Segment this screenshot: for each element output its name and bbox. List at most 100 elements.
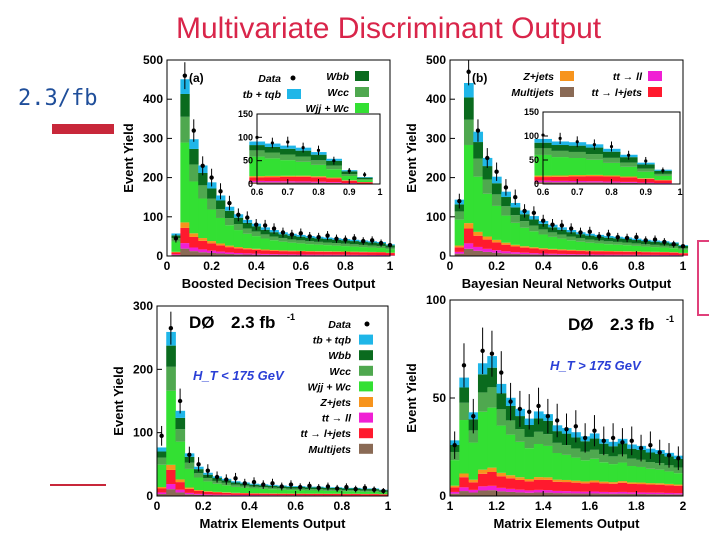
- panel-b-inset-ytick-label: 0: [534, 179, 539, 189]
- panel-c-bar-segment: [277, 493, 287, 496]
- panel-c-bar-segment: [184, 462, 195, 469]
- panel-d-bar-segment: [496, 409, 507, 426]
- panel-b-xtick-label: 1: [680, 259, 687, 273]
- panel-b-bar-segment: [566, 236, 577, 241]
- panel-d-bar-segment: [580, 493, 591, 496]
- panel-d-bar-segment: [450, 487, 460, 492]
- panel-b-bar-segment: [519, 246, 530, 248]
- panel-d-bar-segment: [645, 484, 656, 493]
- panel-d-bar-segment: [524, 479, 535, 482]
- panel-d-bar-segment: [552, 481, 563, 491]
- panel-b-inset-bar-segment: [620, 157, 638, 163]
- panel-b-inset-bar-segment: [637, 178, 655, 179]
- panel-a-inset-bar-segment: [295, 161, 312, 176]
- panel-a-inset-bar-segment: [356, 177, 373, 180]
- panel-d-bar-segment: [487, 407, 497, 468]
- panel-d-data-point: [676, 456, 681, 461]
- panel-c-data-point: [298, 484, 303, 490]
- panel-b-inset-bar-segment: [585, 154, 604, 160]
- panel-b-inset-bar-segment: [620, 166, 638, 177]
- panel-c-bar-segment: [166, 489, 176, 496]
- panel-b-bar-segment: [659, 247, 670, 252]
- panel-b-bar-segment: [510, 202, 521, 208]
- panel-d-bar-segment: [477, 490, 488, 496]
- panel-c-xtick-label: 0: [154, 499, 161, 513]
- panel-b-data-point: [615, 234, 620, 240]
- panel-c-bar-segment: [277, 489, 287, 494]
- panel-a-bar-segment: [296, 243, 306, 251]
- panel-d-bar-segment: [533, 477, 544, 480]
- panel-a-bar-segment: [278, 254, 288, 256]
- panel-c-bar-segment: [203, 491, 213, 495]
- panel-b-bar-segment: [557, 250, 567, 254]
- panel-d-bar-segment: [552, 479, 563, 482]
- panel-c-bar-segment: [175, 441, 186, 480]
- panel-c-data-point: [371, 487, 377, 492]
- panel-c-legend-swatch: [359, 365, 373, 376]
- panel-a-bar-segment: [260, 250, 270, 254]
- panel-a-bar-segment: [207, 243, 217, 251]
- panel-a-inset-bar-segment: [295, 150, 312, 157]
- panel-c-xtick-label: 0.2: [195, 499, 212, 513]
- panel-b-data-point: [550, 222, 555, 227]
- panel-b-bar-segment: [482, 179, 493, 194]
- panel-b-inset-data-point: [627, 153, 631, 157]
- panel-c-data-point: [353, 486, 358, 492]
- panel-b-panel-label: (b): [472, 71, 487, 85]
- panel-d-bar-segment: [468, 492, 479, 496]
- panel-c-bar-segment: [175, 489, 186, 493]
- panel-d-data-point: [592, 428, 597, 433]
- panel-b-legend-swatch: [560, 71, 574, 81]
- panel-c-data-point: [187, 452, 192, 458]
- panel-b-bar-segment: [491, 239, 502, 243]
- panel-b-bar-segment: [510, 215, 521, 223]
- panel-a-bar-segment: [278, 238, 288, 242]
- panel-a-bar-segment: [305, 244, 315, 252]
- panel-b-legend-swatch: [648, 87, 662, 97]
- panel-a-bar-segment: [207, 188, 217, 199]
- panel-c-bar-segment: [304, 490, 315, 494]
- panel-c-bar-segment: [193, 494, 204, 496]
- panel-c-bar-segment: [230, 486, 241, 493]
- panel-c-bar-segment: [193, 477, 204, 491]
- panel-d-bar-segment: [664, 492, 675, 495]
- panel-b-bar-segment: [622, 251, 633, 252]
- panel-d-bar-segment: [459, 487, 470, 492]
- panel-a-bar-segment: [278, 250, 288, 252]
- panel-d-ytick-label: 0: [439, 489, 446, 503]
- panel-c-bar-segment: [221, 492, 232, 495]
- panel-a-bar-segment: [189, 164, 199, 182]
- panel-b-bar-segment: [510, 246, 521, 253]
- panel-c-data-point: [159, 433, 164, 439]
- panel-c-legend-label: Multijets: [308, 444, 351, 456]
- panel-a-bar-segment: [358, 247, 369, 252]
- panel-d-xlabel: Matrix Elements Output: [494, 516, 641, 531]
- panel-b-bar-segment: [575, 251, 586, 255]
- panel-a-legend-swatch: [287, 89, 301, 99]
- panel-d-bar-segment: [524, 424, 535, 437]
- panel-d-bar-segment: [450, 485, 460, 488]
- panel-d-bar-segment: [571, 491, 581, 494]
- panel-a-inset-bar-segment: [264, 158, 281, 176]
- panel-d-bar-segment: [599, 491, 609, 494]
- panel-c-legend-swatch: [359, 350, 373, 361]
- panel-b-bar-segment: [519, 252, 530, 255]
- panel-b-inset-bar-segment: [585, 159, 604, 175]
- panel-c-ytick-label: 300: [133, 299, 153, 313]
- panel-c-legend-label: tb + tqb: [313, 335, 352, 347]
- panel-d-bar-segment: [664, 465, 675, 472]
- panel-c-bar-segment: [166, 484, 176, 490]
- panel-b-bar-segment: [622, 245, 633, 252]
- panel-c-bar-segment: [221, 492, 232, 493]
- panel-c-frame: [156, 305, 389, 497]
- panel-b-bar-segment: [669, 252, 679, 256]
- panel-a-data-point: [262, 223, 268, 228]
- panel-c-bar-segment: [175, 492, 186, 496]
- panel-b-inset-bar-segment: [568, 157, 587, 176]
- panel-d-bar-segment: [599, 481, 609, 484]
- panel-b-bar-segment: [529, 248, 539, 254]
- panel-a-bar-segment: [242, 254, 253, 256]
- panel-d-bar-segment: [627, 482, 637, 484]
- panel-a-inset-bar-segment: [326, 182, 342, 183]
- panel-a-bar-segment: [207, 198, 217, 210]
